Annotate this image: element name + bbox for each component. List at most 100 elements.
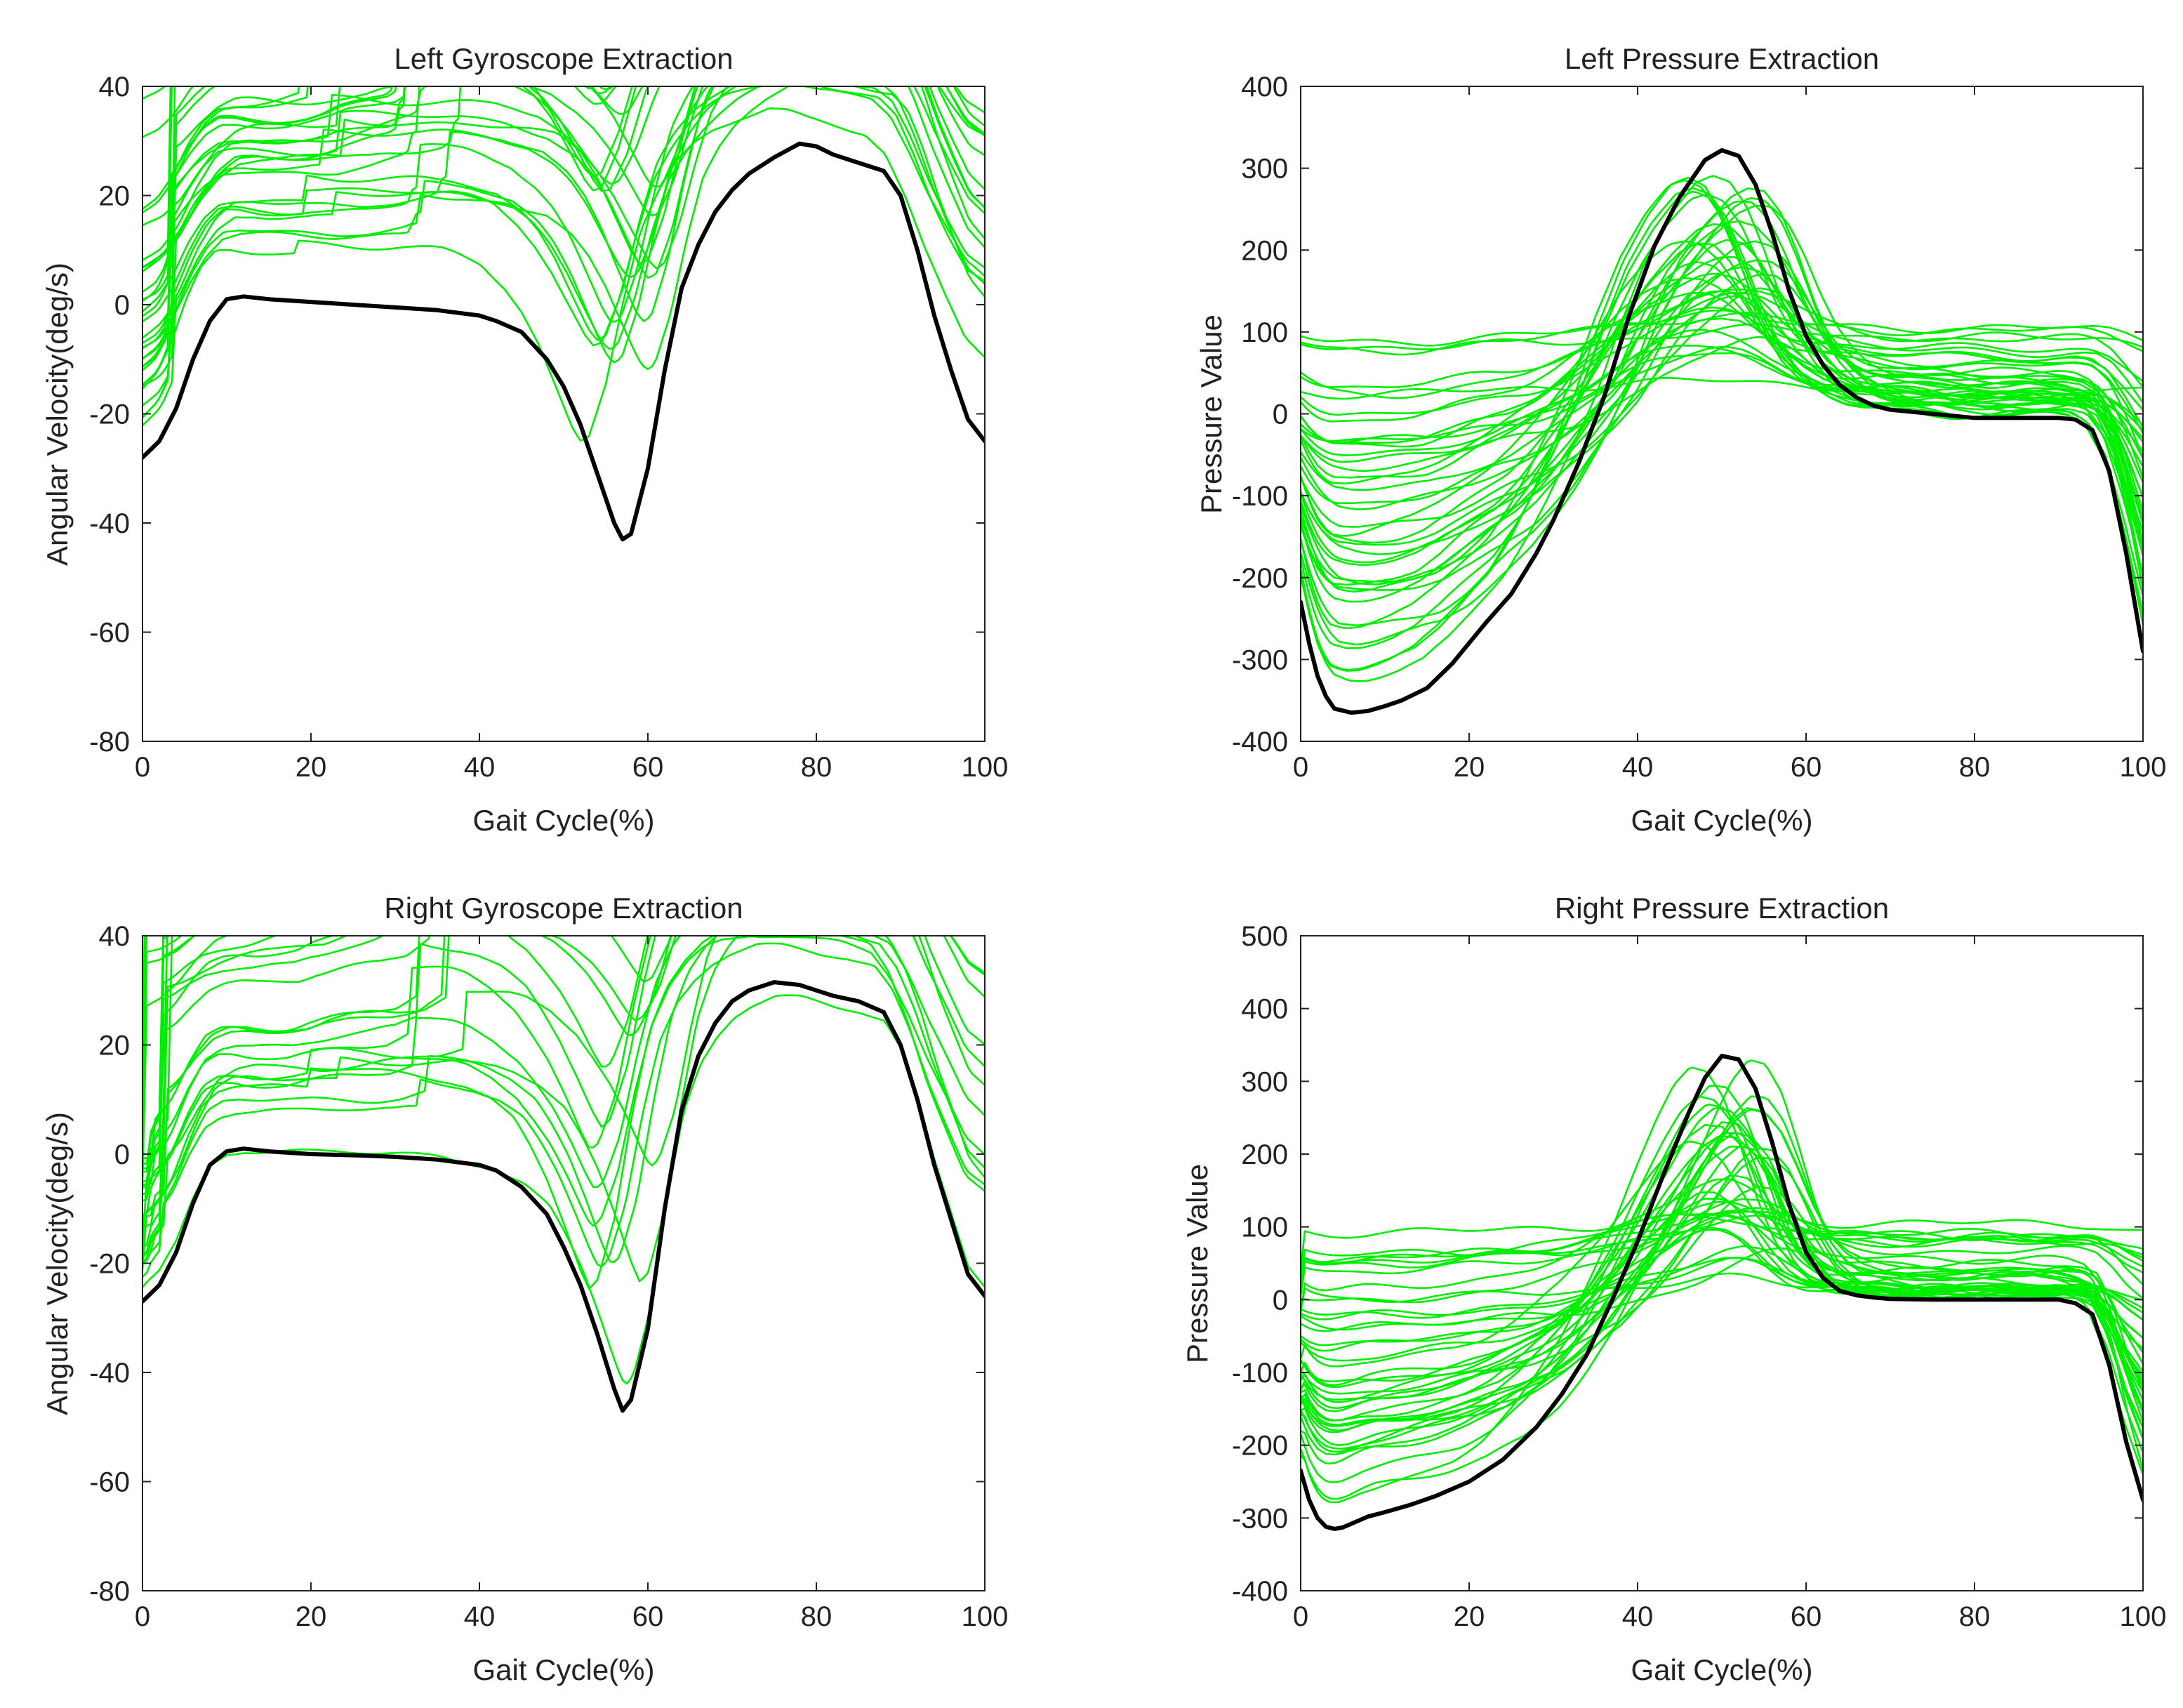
x-tick-label: 40 [1622, 1601, 1654, 1632]
y-tick-label: 40 [99, 72, 131, 102]
trial-line [142, 86, 397, 367]
trial-line [1301, 336, 2143, 463]
mean-line [1301, 1054, 2143, 1531]
y-tick-label: -400 [1232, 727, 1288, 757]
x-tick-label: 40 [1622, 752, 1654, 783]
trial-line [142, 936, 349, 1186]
x-tick-label: 0 [1293, 752, 1308, 783]
y-tick-label: -400 [1232, 1576, 1288, 1607]
trial-line [142, 936, 985, 1263]
trial-lines [1301, 1059, 2143, 1504]
mean-line [1301, 148, 2143, 715]
trial-line [1301, 194, 2143, 603]
trial-line [1301, 1210, 2143, 1270]
y-tick-label: 20 [99, 1031, 131, 1061]
x-tick-label: 60 [632, 1601, 664, 1632]
x-tick-label: 20 [1454, 752, 1485, 783]
trial-line [1301, 179, 2143, 630]
x-tick-label: 0 [135, 752, 150, 783]
x-tick-label: 20 [296, 752, 327, 783]
trial-line [142, 107, 985, 442]
trial-line [1301, 273, 2143, 555]
y-axis-label: Angular Velocity(deg/s) [41, 263, 74, 566]
trial-line [142, 936, 985, 1249]
trial-line [142, 86, 644, 360]
trial-line [142, 86, 399, 349]
trial-line [142, 936, 985, 1244]
y-tick-label: -100 [1232, 481, 1288, 512]
trial-line [142, 86, 985, 270]
y-tick-label: 100 [1241, 1212, 1288, 1243]
x-tick-label: 60 [1791, 1601, 1822, 1632]
y-tick-label: 400 [1241, 72, 1288, 102]
trial-line [1301, 1140, 2143, 1368]
trial-line [142, 86, 985, 265]
x-tick-label: 60 [1791, 752, 1822, 783]
trial-line [142, 86, 985, 210]
trial-line [1301, 1247, 2143, 1331]
y-tick-label: 400 [1241, 994, 1288, 1025]
trial-line [1301, 1085, 2143, 1464]
y-tick-label: -100 [1232, 1358, 1288, 1389]
trial-line [1301, 1131, 2143, 1450]
y-tick-label: 200 [1241, 235, 1288, 266]
trial-line [1301, 242, 2143, 586]
trial-line [1301, 1198, 2143, 1312]
x-tick-label: 0 [1293, 1601, 1308, 1632]
y-tick-label: 0 [114, 290, 130, 321]
y-tick-label: -40 [89, 508, 130, 539]
x-tick-label: 100 [2120, 752, 2167, 783]
trial-line [142, 86, 985, 368]
trial-line [142, 86, 985, 347]
trial-line [142, 936, 985, 1278]
y-tick-label: -20 [89, 1249, 130, 1280]
trial-line [1301, 290, 2143, 448]
x-tick-label: 100 [962, 752, 1009, 783]
y-tick-label: 0 [1273, 399, 1288, 430]
trial-line [1301, 312, 2143, 347]
trial-line [1301, 1213, 2143, 1282]
y-tick-label: 200 [1241, 1139, 1288, 1170]
trial-line [1301, 187, 2143, 671]
y-tick-label: 500 [1241, 921, 1288, 952]
trial-line [1301, 1147, 2143, 1432]
trial-line [142, 86, 985, 418]
y-tick-label: 100 [1241, 317, 1288, 348]
chart-title: Right Pressure Extraction [1555, 892, 1889, 925]
x-tick-label: 100 [2120, 1601, 2167, 1632]
x-tick-label: 20 [1454, 1601, 1485, 1632]
trial-line [1301, 1059, 2143, 1500]
x-axis-label: Gait Cycle(%) [472, 804, 654, 837]
chart-title: Right Gyroscope Extraction [384, 892, 743, 925]
chart-left-pressure: Left Pressure Extraction Pressure Value … [1195, 42, 2166, 837]
trial-lines [1301, 175, 2143, 682]
y-tick-label: 300 [1241, 154, 1288, 185]
x-tick-label: 100 [962, 1601, 1009, 1632]
trial-line [142, 86, 985, 279]
x-axis-label: Gait Cycle(%) [1631, 1653, 1812, 1686]
y-tick-label: -200 [1232, 1431, 1288, 1462]
trial-line [142, 936, 985, 1257]
mean-line [142, 141, 985, 542]
trial-line [1301, 240, 2143, 537]
x-tick-label: 40 [464, 1601, 496, 1632]
trial-line [1301, 1210, 2143, 1296]
trial-line [1301, 317, 2143, 491]
y-tick-label: -40 [89, 1358, 130, 1389]
y-tick-label: -60 [89, 1467, 130, 1498]
trial-line [1301, 204, 2143, 585]
trial-line [142, 86, 985, 426]
trial-line [1301, 292, 2143, 416]
trial-line [142, 936, 985, 1283]
chart-right-pressure: Right Pressure Extraction Pressure Value… [1181, 892, 2166, 1686]
y-tick-label: -60 [89, 618, 130, 649]
x-tick-label: 80 [801, 1601, 832, 1632]
trial-line [142, 936, 985, 1256]
x-tick-label: 20 [296, 1601, 327, 1632]
trial-line [1301, 309, 2143, 356]
trial-line [142, 936, 385, 1187]
x-tick-label: 80 [1959, 1601, 1991, 1632]
y-tick-label: -300 [1232, 644, 1288, 675]
